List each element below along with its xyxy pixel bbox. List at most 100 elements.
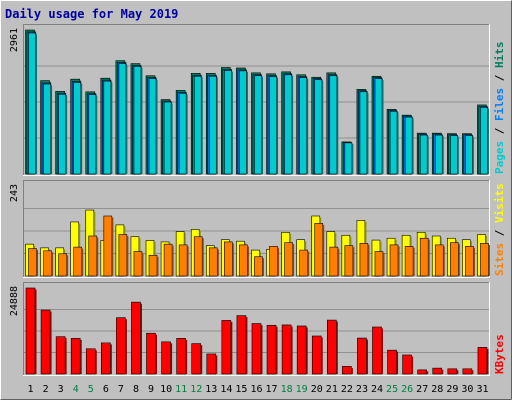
bar-kbytes-day-18-body — [281, 324, 292, 375]
x-label-day-5: 5 — [88, 384, 94, 395]
bar-kbytes-day-27-shadow — [426, 371, 429, 374]
bar-sites-day-28 — [434, 244, 445, 277]
bar-pages-day-6-body — [103, 80, 112, 175]
bar-pages-day-30-body — [465, 135, 473, 175]
bar-pages-day-9-body — [148, 78, 157, 175]
bar-pages-day-20-body — [314, 79, 323, 175]
bar-kbytes-day-13-shadow — [215, 355, 218, 374]
bar-kbytes-day-8-body — [131, 301, 141, 375]
bar-kbytes-day-20-body — [311, 335, 322, 375]
panel-kbytes-bars — [25, 287, 489, 375]
x-label-day-12: 12 — [190, 384, 202, 395]
bar-kbytes-day-29-shadow — [456, 370, 459, 374]
bar-pages-day-18-body — [284, 74, 292, 175]
legend-kbytes: KBytes — [493, 334, 506, 374]
bar-kbytes-day-24 — [372, 326, 383, 375]
x-label-day-4: 4 — [73, 384, 79, 395]
bar-sites-day-4-shadow — [81, 248, 84, 276]
bar-sites-day-17-shadow — [277, 247, 280, 276]
bar-pages-day-13-body — [208, 75, 217, 175]
bar-sites-day-23 — [359, 243, 370, 277]
x-label-day-9: 9 — [148, 384, 154, 395]
bar-pages-day-28 — [434, 134, 444, 175]
bar-pages-day-26-shadow — [412, 118, 414, 174]
bar-kbytes-day-15 — [236, 315, 248, 375]
bar-pages-day-15 — [239, 70, 248, 175]
bar-sites-day-11-shadow — [187, 246, 189, 276]
bar-kbytes-day-22-shadow — [351, 367, 353, 374]
bar-pages-day-29-shadow — [457, 137, 459, 174]
bar-kbytes-day-3-body — [55, 336, 66, 375]
bar-sites-day-1-body — [28, 248, 37, 277]
bar-kbytes-day-1-shadow — [35, 289, 37, 374]
bar-pages-day-7 — [118, 63, 128, 175]
bar-sites-day-3-shadow — [66, 255, 69, 276]
bar-kbytes-day-20-shadow — [321, 337, 323, 374]
x-label-day-2: 2 — [43, 384, 49, 395]
bar-kbytes-day-1 — [25, 287, 37, 375]
bar-pages-day-19-body — [299, 77, 307, 175]
bar-kbytes-day-11-shadow — [185, 339, 188, 374]
bar-pages-day-11-shadow — [186, 94, 188, 174]
x-label-day-25: 25 — [386, 384, 398, 395]
bar-sites-day-5-body — [88, 235, 98, 277]
bar-kbytes-day-3-shadow — [65, 338, 67, 374]
bar-pages-day-14 — [224, 70, 233, 175]
bar-pages-day-6-shadow — [110, 82, 113, 174]
bar-sites-day-22 — [344, 245, 355, 277]
x-label-day-27: 27 — [416, 384, 428, 395]
bar-pages-day-8-shadow — [140, 68, 143, 174]
bar-pages-day-15-shadow — [246, 72, 248, 174]
bar-kbytes-day-26-shadow — [411, 356, 414, 374]
x-label-day-6: 6 — [103, 384, 109, 395]
bar-sites-day-18-shadow — [292, 244, 295, 276]
bar-kbytes-day-14-shadow — [230, 321, 233, 374]
bar-pages-day-16-body — [254, 75, 262, 175]
bar-kbytes-day-5-shadow — [95, 350, 97, 374]
legend-files: Files — [493, 88, 506, 121]
bar-sites-day-23-shadow — [367, 244, 370, 276]
bar-sites-day-24 — [374, 251, 385, 277]
bar-sites-day-7-body — [118, 234, 128, 277]
bar-pages-day-29-body — [450, 135, 458, 175]
bar-kbytes-day-22 — [342, 366, 353, 375]
bar-sites-day-3-body — [58, 253, 67, 277]
bar-sites-day-5 — [88, 235, 99, 277]
bar-kbytes-day-14 — [221, 320, 233, 375]
bar-kbytes-day-13-body — [206, 353, 217, 375]
bar-sites-day-16-body — [254, 256, 263, 277]
bar-sites-day-20-shadow — [322, 224, 325, 276]
bar-kbytes-day-5-body — [85, 348, 96, 375]
bar-sites-day-5-shadow — [96, 237, 99, 276]
bar-kbytes-day-4 — [70, 338, 82, 375]
panel-visits-max-label: 243 — [9, 184, 20, 202]
bar-kbytes-day-21 — [326, 319, 338, 375]
bar-pages-day-16-shadow — [261, 77, 263, 174]
bar-pages-day-21-body — [329, 75, 338, 175]
bar-kbytes-day-29 — [447, 368, 459, 375]
bar-pages-day-1-body — [28, 32, 36, 175]
bar-kbytes-day-25 — [387, 349, 399, 375]
bar-pages-day-2-shadow — [50, 85, 53, 174]
x-label-day-10: 10 — [160, 384, 172, 395]
x-label-day-16: 16 — [250, 384, 262, 395]
bar-sites-day-8-body — [133, 251, 143, 277]
bar-pages-day-8-body — [133, 66, 142, 175]
bar-kbytes-day-31-shadow — [486, 348, 489, 374]
bar-sites-day-11 — [178, 244, 189, 277]
bar-sites-day-25 — [389, 244, 400, 277]
bar-kbytes-day-31 — [477, 347, 489, 375]
bar-sites-day-19-shadow — [307, 251, 310, 276]
bar-pages-day-28-body — [434, 134, 443, 175]
bar-kbytes-day-25-body — [387, 349, 397, 375]
bar-pages-day-3-shadow — [65, 95, 68, 174]
bar-sites-day-2 — [43, 250, 54, 277]
bar-pages-day-27-body — [419, 134, 428, 175]
bar-pages-day-22-shadow — [351, 144, 354, 174]
bar-sites-day-30-shadow — [473, 247, 475, 276]
bar-pages-day-20 — [314, 79, 324, 175]
bar-pages-day-5-body — [88, 94, 97, 175]
bar-pages-day-22-body — [344, 142, 353, 175]
bar-kbytes-day-30-shadow — [471, 370, 474, 374]
